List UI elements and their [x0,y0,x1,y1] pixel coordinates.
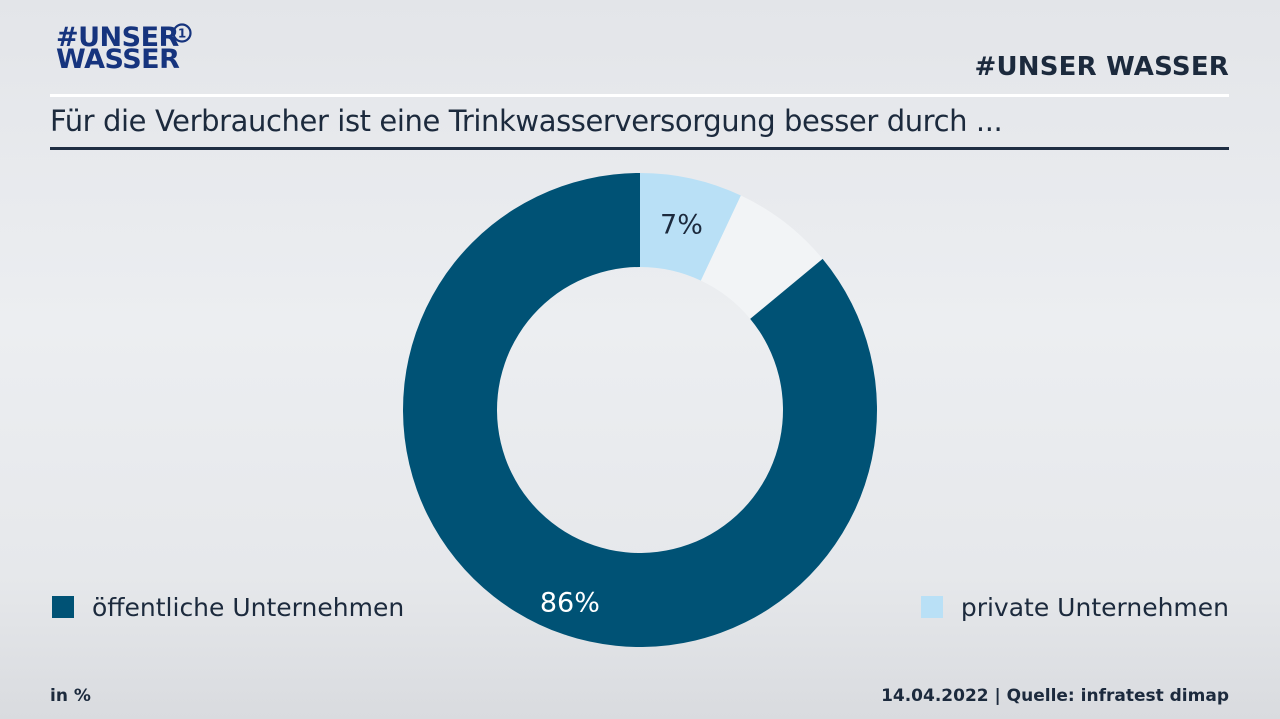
legend-swatch-private [920,596,943,618]
donut-slice-0 [640,173,741,281]
data-label-2: 86% [540,588,600,619]
svg-text:1: 1 [178,27,186,41]
source-note: 14.04.2022 | Quelle: infratest dimap [881,686,1229,706]
ard-one-icon: 1 [172,23,192,43]
unit-note: in % [50,686,91,706]
donut-slice-1 [700,195,823,319]
title-divider [50,147,1229,150]
legend-label-oeffentliche: öffentliche Unternehmen [92,592,405,622]
donut-slice-2 [402,172,877,647]
data-label-0: 7% [660,210,703,241]
logo-line-1: #UNSER [56,22,179,53]
legend-swatch-oeffentliche [52,596,74,618]
chart-title: Für die Verbraucher ist eine Trinkwasser… [50,104,1003,138]
logo: #UNSER WASSER 1 [56,22,196,78]
legend-label-private: private Unternehmen [960,592,1229,622]
brand-title: #UNSER WASSER [974,52,1229,82]
header-divider [50,94,1229,97]
legend-item-private: private Unternehmen [920,592,1229,622]
legend-item-oeffentliche: öffentliche Unternehmen [52,592,405,622]
logo-line-2: WASSER [56,44,180,75]
